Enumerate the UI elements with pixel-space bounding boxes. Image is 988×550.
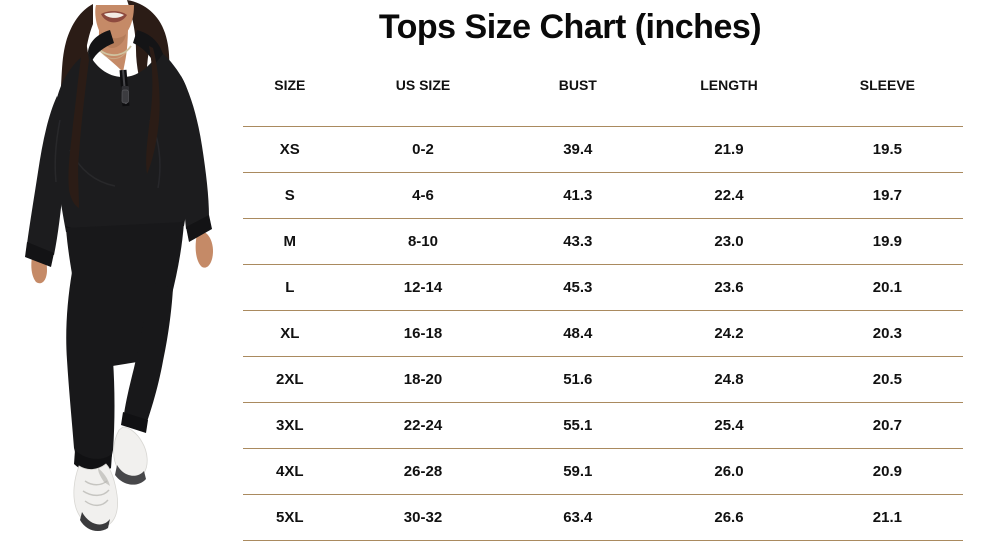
- zipper-icon: [119, 69, 130, 107]
- table-cell: 51.6: [509, 355, 647, 402]
- back-leg: [124, 282, 173, 422]
- table-cell: 20.9: [811, 447, 963, 494]
- table-cell: 43.3: [509, 217, 647, 264]
- table-cell: 41.3: [509, 171, 647, 218]
- table-row-m: M 8-10 43.3 23.0 19.9: [243, 217, 963, 264]
- sneaker-accent: [98, 468, 110, 486]
- table-cell: 24.2: [646, 309, 812, 356]
- table-cell: 8-10: [336, 217, 510, 264]
- table-cell: 19.5: [811, 125, 963, 172]
- right-cuff: [186, 215, 212, 242]
- hair-front-strands: [68, 34, 160, 208]
- table-cell: 4-6: [336, 171, 510, 218]
- column-header-us-size: US SIZE: [395, 77, 451, 93]
- table-body: XS 0-2 39.4 21.9 19.5 S 4-6 41.3 22.4 19…: [243, 125, 963, 541]
- table-cell: 45.3: [509, 263, 647, 310]
- table-row-xs: XS 0-2 39.4 21.9 19.5: [243, 125, 963, 172]
- table-cell: 24.8: [646, 355, 812, 402]
- table-row-3xl: 3XL 22-24 55.1 25.4 20.7: [243, 401, 963, 448]
- table-row-4xl: 4XL 26-28 59.1 26.0 20.9: [243, 447, 963, 494]
- table-cell: 3XL: [243, 401, 337, 448]
- column-header-bust: BUST: [558, 77, 597, 93]
- table-row-xl: XL 16-18 48.4 24.2 20.3: [243, 309, 963, 356]
- table-row-s: S 4-6 41.3 22.4 19.7: [243, 171, 963, 218]
- table-cell: 26.0: [646, 447, 812, 494]
- table-cell: 55.1: [509, 401, 647, 448]
- table-cell: 21.9: [646, 125, 812, 172]
- table-cell: 22.4: [646, 171, 812, 218]
- table-cell: 48.4: [509, 309, 647, 356]
- table-cell: 63.4: [509, 493, 647, 541]
- table-cell: 21.1: [811, 493, 963, 541]
- table-cell: 19.7: [811, 171, 963, 218]
- header-row: SIZE US SIZE BUST LENGTH SLEEVE: [243, 56, 963, 126]
- back-ankle-cuff: [121, 412, 148, 433]
- table-cell: 20.7: [811, 401, 963, 448]
- table-cell: 23.0: [646, 217, 812, 264]
- table-cell: 26-28: [336, 447, 510, 494]
- table-row-l: L 12-14 45.3 23.6 20.1: [243, 263, 963, 310]
- table-cell: 20.5: [811, 355, 963, 402]
- table-cell: 2XL: [243, 355, 337, 402]
- left-sleeve: [27, 96, 64, 255]
- table-cell: 39.4: [509, 125, 647, 172]
- table-cell: XL: [243, 309, 337, 356]
- column-header-sleeve: SLEEVE: [859, 77, 916, 93]
- sneaker-front-sole: [80, 512, 110, 532]
- column-header-size: SIZE: [274, 77, 306, 93]
- table-cell: 12-14: [336, 263, 510, 310]
- collar-right: [133, 30, 163, 64]
- table-cell: 22-24: [336, 401, 510, 448]
- table-cell: M: [243, 217, 337, 264]
- table-cell: 0-2: [336, 125, 510, 172]
- table-cell: 26.6: [646, 493, 812, 541]
- teeth: [104, 12, 124, 18]
- right-hand: [195, 232, 213, 268]
- table-cell: 59.1: [509, 447, 647, 494]
- table-cell: 20.1: [811, 263, 963, 310]
- page-title: Tops Size Chart (inches): [378, 8, 762, 46]
- table-cell: 16-18: [336, 309, 510, 356]
- table-row-2xl: 2XL 18-20 51.6 24.8 20.5: [243, 355, 963, 402]
- sneaker-back: [113, 426, 148, 485]
- mouth: [101, 11, 127, 23]
- table-row-5xl: 5XL 30-32 63.4 26.6 21.1: [243, 493, 963, 541]
- table-cell: XS: [243, 125, 337, 172]
- sneaker-front: [73, 463, 118, 532]
- table-cell: S: [243, 171, 337, 218]
- right-sleeve: [177, 76, 209, 229]
- table-cell: 23.6: [646, 263, 812, 310]
- table-cell: 5XL: [243, 493, 337, 541]
- collar-left: [88, 30, 114, 61]
- table-cell: 30-32: [336, 493, 510, 541]
- table-cell: 18-20: [336, 355, 510, 402]
- table-header: SIZE US SIZE BUST LENGTH SLEEVE: [243, 56, 963, 126]
- front-leg: [66, 272, 115, 473]
- table-cell: 19.9: [811, 217, 963, 264]
- table-cell: L: [243, 263, 337, 310]
- table-cell: 4XL: [243, 447, 337, 494]
- size-chart-table: SIZE US SIZE BUST LENGTH SLEEVE XS 0-2 3…: [243, 56, 963, 541]
- sneaker-back-sole: [115, 465, 146, 485]
- table-cell: 25.4: [646, 401, 812, 448]
- model-photo: [25, 0, 213, 532]
- column-header-length: LENGTH: [700, 77, 758, 93]
- left-cuff: [25, 242, 54, 267]
- table-cell: 20.3: [811, 309, 963, 356]
